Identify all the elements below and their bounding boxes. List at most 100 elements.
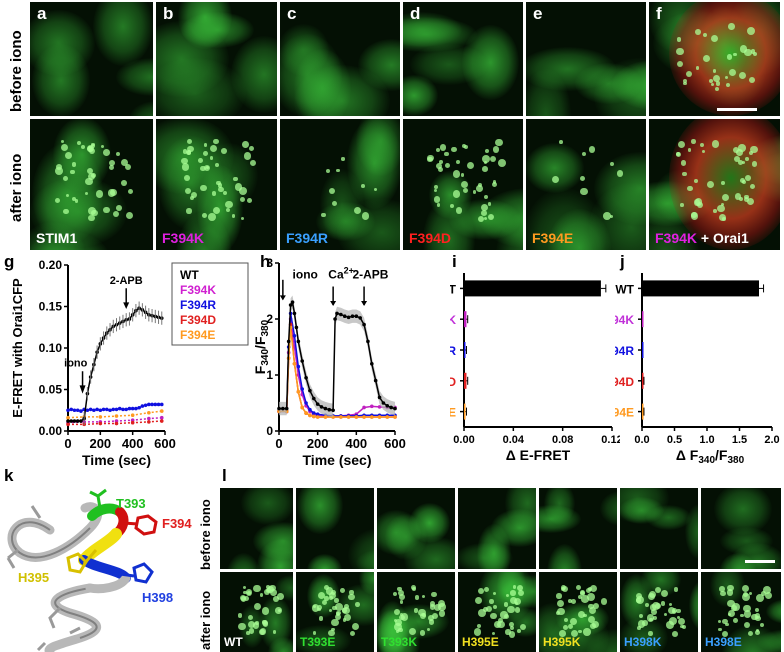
protein-structure-k: T393 F394 H395 H398 bbox=[6, 488, 192, 652]
arrowhead-2apb bbox=[123, 302, 130, 309]
category-label-WT: WT bbox=[615, 282, 634, 296]
micrograph-top-after-d: F394D bbox=[403, 119, 523, 250]
data-point-F394E bbox=[98, 415, 103, 419]
legend-entry-WT: WT bbox=[180, 268, 199, 282]
micrograph-top-before-b: b bbox=[156, 2, 277, 116]
data-point-WT bbox=[69, 419, 74, 423]
data-point-F394E bbox=[354, 415, 359, 419]
panel-letter-j: j bbox=[620, 252, 625, 271]
micrograph-bottom-before-T393E bbox=[296, 488, 374, 569]
arrowhead-iono bbox=[79, 385, 86, 394]
data-point-F394K bbox=[362, 405, 366, 410]
micrograph-label-main: F394K bbox=[655, 230, 698, 246]
data-point-F394E bbox=[312, 414, 316, 419]
x-axis-label: Time (sec) bbox=[82, 452, 151, 468]
data-point-WT bbox=[335, 311, 339, 316]
micrograph-bottom-after-WT: WT bbox=[220, 572, 293, 652]
sidechain-blue-h398 bbox=[119, 562, 154, 584]
data-point-WT bbox=[331, 408, 335, 413]
scale-bar bbox=[717, 108, 757, 111]
panel-letter-c: c bbox=[287, 4, 297, 23]
data-point-WT bbox=[319, 405, 324, 409]
category-label-F394K: F394K bbox=[615, 313, 634, 327]
legend-entry-F394E: F394E bbox=[180, 328, 215, 342]
data-point-F394R bbox=[137, 405, 141, 410]
data-point-F394K bbox=[370, 404, 374, 409]
y-tick-label: 0.15 bbox=[39, 300, 63, 314]
data-point-WT bbox=[290, 300, 295, 304]
y-tick-label: 2 bbox=[266, 312, 273, 326]
x-axis-label: Time (sec) bbox=[303, 452, 372, 468]
y-tick-label: 0.20 bbox=[39, 258, 63, 272]
bar-WT bbox=[464, 280, 601, 297]
chart-h-calcium: 0 200 400 600 0 1 2 3 Time (sec) F340/F380 iono Ca2… bbox=[255, 256, 406, 468]
panel-letter-g: g bbox=[4, 252, 15, 271]
chart-j-delta-ratio: 0.0 0.5 1.0 1.5 2.0 WT F394K F394R F394D F394E Δ F… bbox=[615, 273, 780, 466]
data-point-WT bbox=[296, 339, 301, 344]
data-point-WT bbox=[304, 376, 308, 380]
data-point-F394D bbox=[159, 419, 164, 423]
data-point-WT bbox=[308, 388, 312, 393]
data-point-F394E bbox=[66, 415, 70, 420]
x-tick-label: 0.08 bbox=[552, 434, 573, 446]
data-point-F394R bbox=[315, 412, 320, 416]
micrograph-label: H398K bbox=[624, 635, 661, 649]
data-point-F394R bbox=[95, 407, 99, 412]
micrograph-label-main: F394K bbox=[162, 230, 205, 246]
data-point-WT bbox=[373, 378, 378, 383]
data-point-F394R bbox=[153, 402, 158, 407]
data-point-F394R bbox=[75, 408, 80, 413]
x-tick-label: 200 bbox=[89, 436, 111, 451]
category-label-WT: WT bbox=[450, 282, 457, 296]
micrograph-label-main: WT bbox=[224, 635, 243, 649]
micrograph-bottom-before-WT bbox=[220, 488, 293, 569]
ribbon-loop-upper-shade bbox=[10, 521, 91, 559]
data-point-WT bbox=[385, 404, 390, 408]
micrograph-label-main: H395E bbox=[462, 635, 499, 649]
data-point-F394E bbox=[385, 415, 390, 419]
panel-letter-i: i bbox=[452, 252, 457, 271]
category-label-F394D: F394D bbox=[450, 375, 456, 389]
y-tick-label: 0 bbox=[266, 424, 273, 438]
y-axis-label: F340/F380 bbox=[255, 319, 271, 374]
data-point-F394R bbox=[143, 403, 148, 408]
y-tick-label: 0.00 bbox=[39, 424, 63, 438]
panel-letter-l: l bbox=[222, 466, 227, 485]
chart-g-efret: 0 200 400 600 0.00 0.05 0.10 0.15 0.20 Time (sec)… bbox=[10, 258, 249, 468]
ribbon-segment-blue bbox=[79, 555, 131, 583]
micrograph-label-main: F394E bbox=[532, 230, 574, 246]
micrograph-bottom-before-H398E bbox=[701, 488, 781, 569]
data-point-WT bbox=[358, 316, 362, 320]
data-point-F394R bbox=[85, 408, 90, 413]
micrograph-label-main: T393E bbox=[300, 635, 336, 649]
data-point-WT bbox=[281, 406, 285, 411]
bar-F394D bbox=[464, 372, 467, 389]
micrograph-label-main: H398E bbox=[705, 635, 742, 649]
series-line-F394D bbox=[279, 324, 395, 418]
data-point-F394R bbox=[88, 407, 93, 412]
micrograph-label-main: T393K bbox=[381, 635, 418, 649]
data-point-F394R bbox=[300, 387, 304, 391]
data-point-F394D bbox=[66, 422, 70, 427]
data-point-F394E bbox=[370, 415, 374, 419]
data-point-WT bbox=[393, 406, 397, 411]
row-label-after-iono-bottom: after iono bbox=[198, 590, 213, 650]
data-point-WT bbox=[323, 406, 328, 411]
y-tick-label: 1 bbox=[266, 368, 273, 382]
legend-box bbox=[171, 262, 249, 346]
panel-letter-f: f bbox=[656, 4, 662, 23]
data-point-F394R bbox=[127, 406, 132, 411]
x-tick-label: 0.0 bbox=[634, 434, 649, 446]
arrowhead-ca2 bbox=[330, 301, 337, 306]
data-point-F394R bbox=[108, 408, 112, 413]
legend-entry-F394K: F394K bbox=[180, 283, 216, 297]
micrograph-label: T393K bbox=[381, 635, 417, 649]
annotation-2apb: 2-APB bbox=[110, 275, 143, 287]
data-point-WT bbox=[362, 322, 366, 327]
series-line-F394E bbox=[279, 327, 395, 418]
data-point-WT bbox=[292, 311, 297, 316]
data-point-WT bbox=[389, 405, 393, 410]
data-point-WT bbox=[75, 419, 80, 423]
ribbon-segment-gray-mid bbox=[85, 573, 131, 594]
micrograph-label-suffix: + Orai1 bbox=[697, 230, 749, 246]
